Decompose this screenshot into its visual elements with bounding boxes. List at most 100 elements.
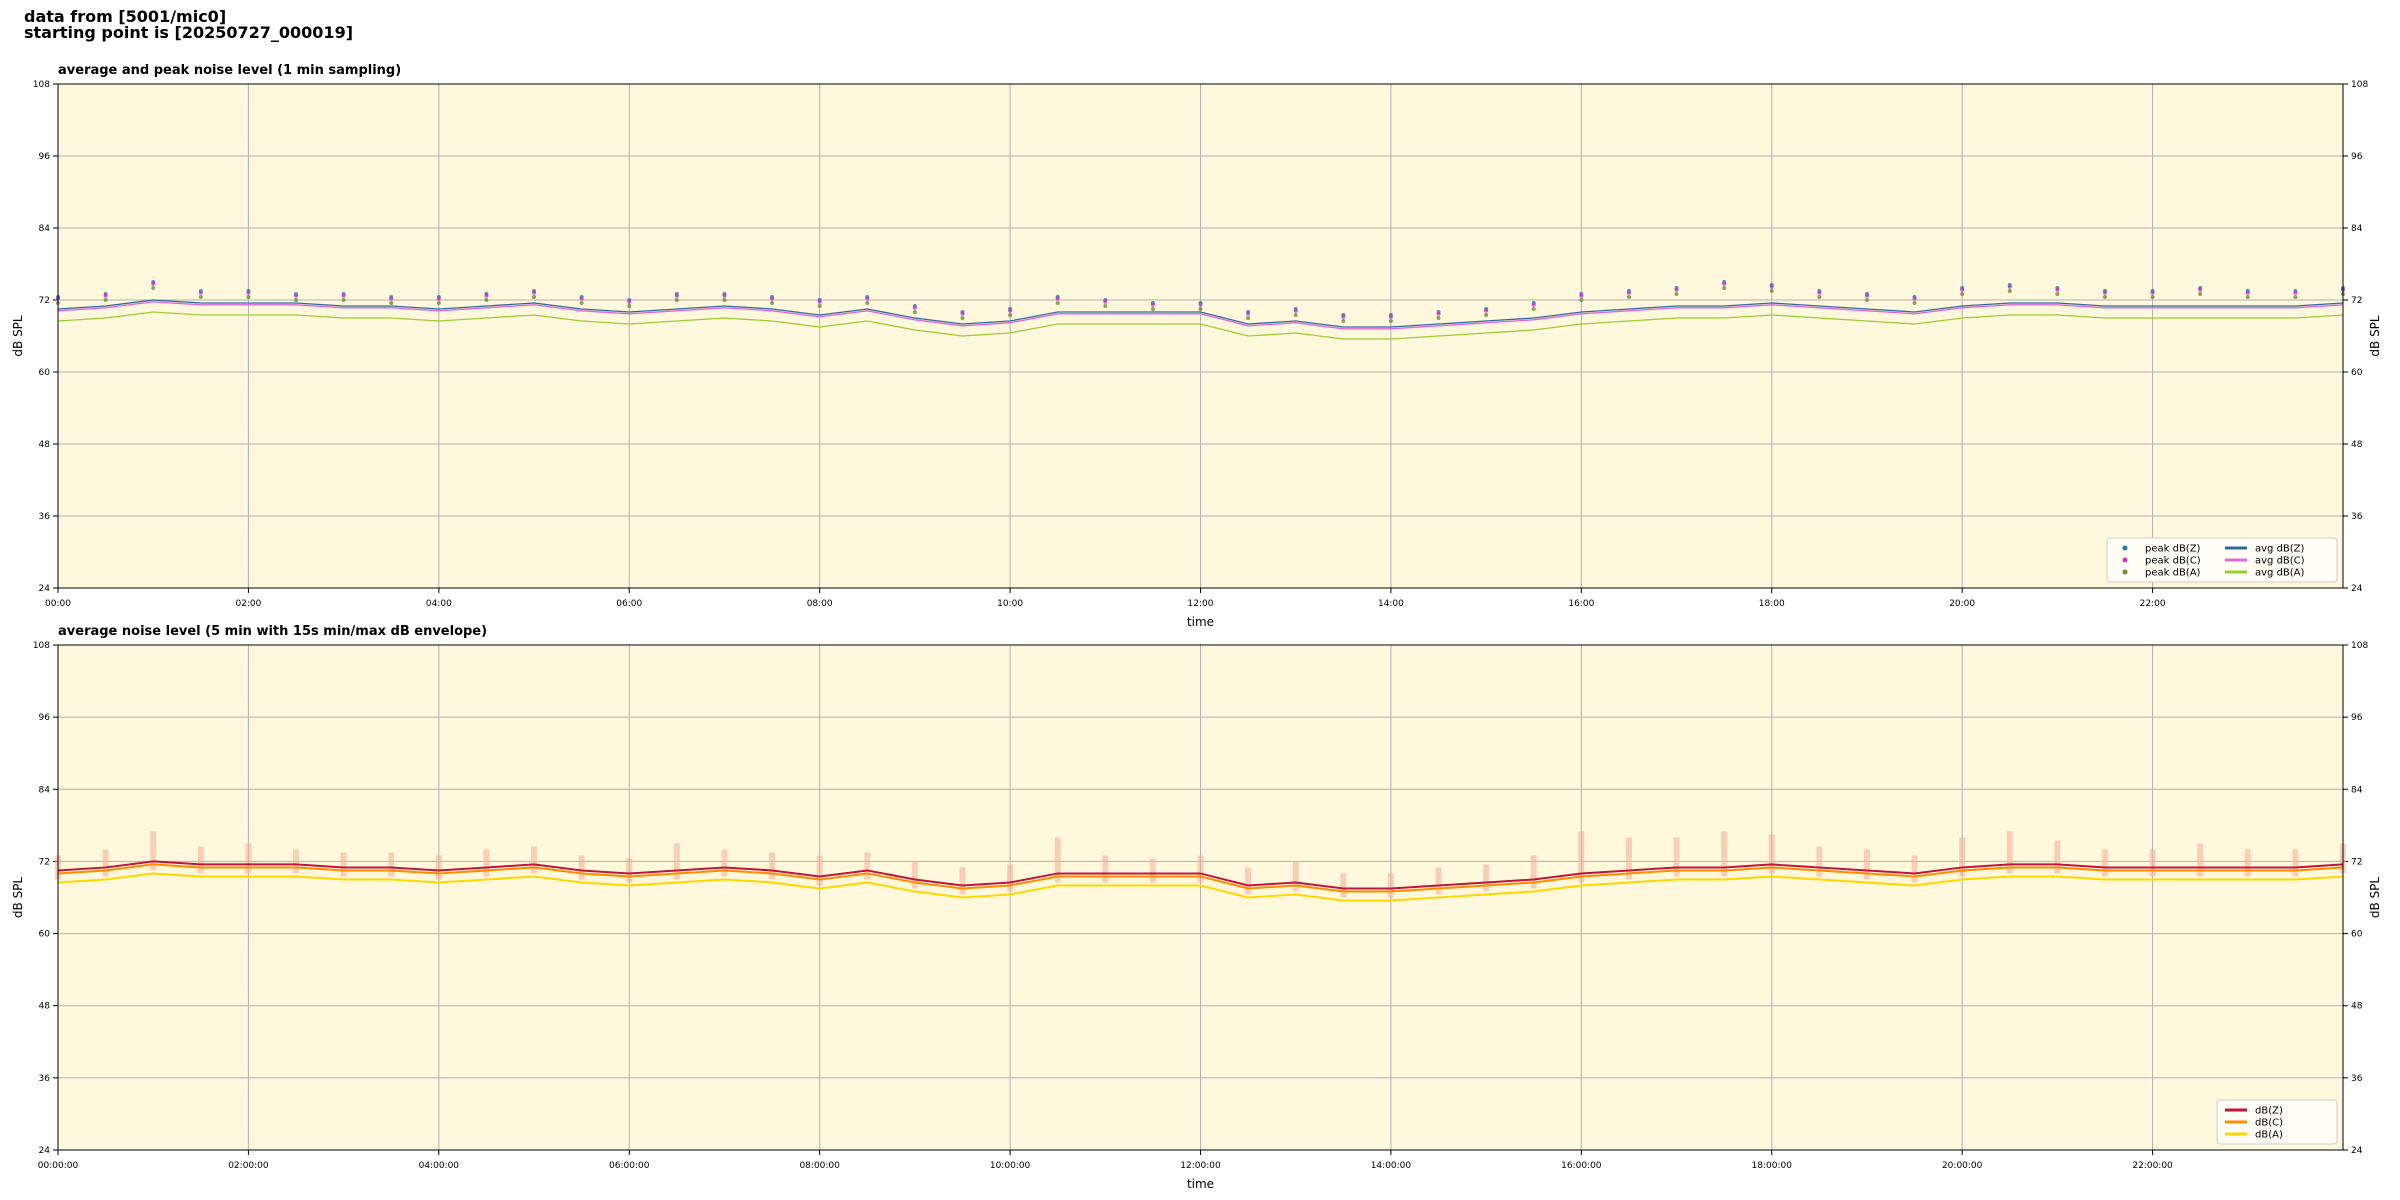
peak-point: [2198, 292, 2203, 296]
peak-point: [1198, 302, 1203, 307]
peak-point: [1388, 319, 1393, 323]
y-tick-label: 84: [39, 224, 51, 234]
y-tick-label: 108: [33, 641, 50, 651]
y-tick-label: 96: [39, 713, 51, 723]
peak-point: [960, 316, 965, 320]
x-axis-label: time: [1187, 1177, 1214, 1191]
x-tick-label: 06:00:00: [609, 1161, 650, 1171]
legend-label: peak dB(C): [2145, 556, 2201, 567]
peak-point: [294, 298, 299, 302]
peak-point: [912, 310, 917, 314]
y2-axis-label: dB SPL: [2368, 315, 2382, 357]
x-axis-label: time: [1187, 615, 1214, 629]
peak-point: [246, 290, 251, 295]
peak-point: [1055, 301, 1060, 305]
x-tick-label: 18:00:00: [1752, 1161, 1793, 1171]
peak-point: [532, 290, 537, 295]
peak-point: [1579, 298, 1584, 302]
y2-tick-label: 108: [2351, 641, 2368, 651]
peak-point: [389, 301, 394, 305]
peak-point: [1722, 281, 1727, 286]
legend-label: avg dB(C): [2255, 556, 2305, 567]
peak-point: [2150, 290, 2155, 295]
peak-point: [2102, 290, 2107, 295]
peak-point: [341, 298, 346, 302]
peak-point: [579, 296, 584, 301]
y2-tick-label: 72: [2351, 296, 2362, 306]
peak-point: [1960, 287, 1965, 292]
peak-point: [294, 293, 299, 298]
peak-point: [627, 304, 632, 308]
legend-label: dB(C): [2255, 1118, 2283, 1129]
legend-label: avg dB(Z): [2255, 544, 2305, 555]
y-tick-label: 60: [39, 930, 51, 940]
x-tick-label: 18:00: [1759, 599, 1785, 609]
y-tick-label: 48: [39, 440, 51, 450]
y2-tick-label: 84: [2351, 224, 2363, 234]
y2-tick-label: 36: [2351, 1074, 2363, 1084]
peak-point: [1198, 307, 1203, 311]
peak-point: [865, 301, 870, 305]
peak-point: [532, 295, 537, 299]
y2-tick-label: 36: [2351, 512, 2363, 522]
peak-point: [1864, 298, 1869, 302]
peak-point: [912, 305, 917, 310]
x-tick-label: 08:00:00: [799, 1161, 840, 1171]
y-tick-label: 72: [39, 857, 50, 867]
peak-point: [436, 296, 441, 301]
y-tick-label: 108: [33, 80, 50, 90]
peak-point: [1103, 299, 1108, 304]
legend-label: avg dB(A): [2255, 568, 2305, 579]
y2-tick-label: 72: [2351, 857, 2362, 867]
peak-point: [1008, 313, 1013, 317]
peak-point: [1484, 308, 1489, 313]
peak-point: [1341, 314, 1346, 319]
peak-point: [1341, 319, 1346, 323]
peak-point: [1293, 313, 1298, 317]
peak-point: [1674, 292, 1679, 296]
peak-point: [103, 298, 108, 302]
peak-point: [1246, 316, 1251, 320]
y-tick-label: 96: [39, 152, 51, 162]
header-source: data from [5001/mic0]: [24, 7, 226, 26]
y2-tick-label: 24: [2351, 1146, 2363, 1156]
header-start: starting point is [20250727_000019]: [24, 23, 353, 42]
peak-point: [198, 290, 203, 295]
x-tick-label: 10:00:00: [990, 1161, 1031, 1171]
peak-point: [1912, 301, 1917, 305]
peak-point: [1531, 302, 1536, 307]
peak-point: [1960, 292, 1965, 296]
peak-point: [1055, 296, 1060, 301]
legend-label: peak dB(Z): [2145, 544, 2201, 555]
y2-tick-label: 60: [2351, 368, 2363, 378]
peak-point: [1674, 287, 1679, 292]
series-line: [57, 301, 2344, 330]
peak-point: [674, 293, 679, 298]
y-tick-label: 24: [39, 584, 51, 594]
peak-point: [1103, 304, 1108, 308]
peak-point: [1817, 290, 1822, 295]
peak-point: [484, 293, 489, 298]
peak-point: [1912, 296, 1917, 301]
y2-tick-label: 48: [2351, 1002, 2363, 1012]
peak-point: [1626, 290, 1631, 295]
x-tick-label: 20:00: [1949, 599, 1975, 609]
chart: average and peak noise level (1 min samp…: [11, 63, 2382, 629]
y-tick-label: 24: [39, 1146, 51, 1156]
peak-point: [817, 299, 822, 304]
series-line: [57, 299, 2344, 328]
x-tick-label: 20:00:00: [1942, 1161, 1983, 1171]
series-line: [57, 863, 2344, 893]
peak-point: [1864, 293, 1869, 298]
peak-point: [1388, 314, 1393, 319]
x-tick-label: 06:00: [616, 599, 642, 609]
peak-point: [389, 296, 394, 301]
y-axis-label: dB SPL: [11, 315, 25, 357]
peak-point: [1579, 293, 1584, 298]
peak-point: [865, 296, 870, 301]
y-tick-label: 48: [39, 1002, 51, 1012]
peak-point: [722, 298, 727, 302]
x-tick-label: 16:00: [1568, 599, 1594, 609]
peak-point: [2198, 287, 2203, 292]
